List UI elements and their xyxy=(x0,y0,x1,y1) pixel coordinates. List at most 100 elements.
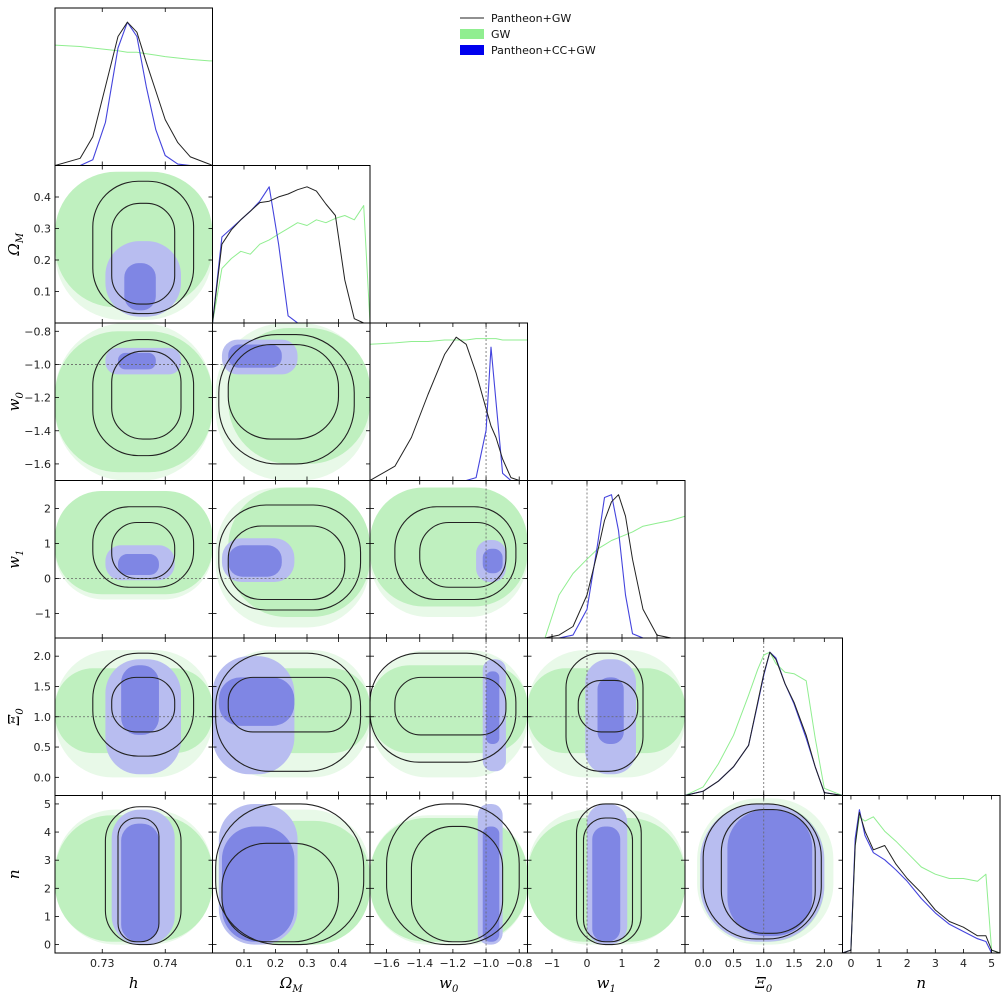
pgw-95-contour xyxy=(92,339,195,457)
pgw-95-contour xyxy=(386,803,520,946)
panel-w1-vs-om xyxy=(212,487,370,628)
x-axis-label-w0: w0 xyxy=(439,974,459,995)
x-axis-label-n: n xyxy=(916,974,926,992)
x-axis-label-xi: Ξ0 xyxy=(754,974,773,995)
marginal-w0 xyxy=(370,323,528,481)
marginal-xi xyxy=(685,638,843,796)
x-tick-label-w0: −1.0 xyxy=(473,957,500,970)
y-tick-label-w0: −1.6 xyxy=(24,458,51,471)
panel-om-vs-h xyxy=(55,171,213,320)
pgw-68-contour xyxy=(419,521,507,588)
panel-xi-vs-om xyxy=(212,650,370,778)
panel-n-vs-h xyxy=(55,806,213,946)
y-tick-label-w1: 1 xyxy=(44,538,51,551)
legend-entry-label: Pantheon+GW xyxy=(491,12,571,25)
y-axis-label-n: n xyxy=(5,869,23,879)
marginal-w0-gw-curve xyxy=(370,338,528,345)
panel-w0-vs-h xyxy=(55,323,213,481)
panel-n-vs-w1 xyxy=(527,795,685,953)
pgw-95-contour xyxy=(92,506,195,588)
pcc-68-region xyxy=(218,677,295,726)
y-tick-label-n: 0 xyxy=(44,939,51,952)
x-axis-label-sub: 1 xyxy=(609,984,615,995)
pgw-68-contour xyxy=(410,825,504,943)
x-tick-label-w1: 0 xyxy=(584,957,591,970)
panel-xi-vs-w1 xyxy=(527,638,685,796)
legend-entry-label: GW xyxy=(491,28,511,41)
y-tick-label-w0: −1.2 xyxy=(24,392,51,405)
legend-entry-label: Pantheon+CC+GW xyxy=(491,44,596,57)
pgw-95-contour xyxy=(92,180,195,315)
marginal-om-gw-curve xyxy=(212,205,370,323)
pcc-68-region xyxy=(124,263,156,311)
pcc-68-region xyxy=(482,826,500,942)
pgw-68-contour xyxy=(720,809,816,934)
marginal-n-pcc-curve xyxy=(842,809,1000,953)
y-tick-label-w1: −1 xyxy=(35,608,51,621)
legend-swatch-fill xyxy=(460,45,484,55)
pgw-95-contour xyxy=(370,652,517,763)
marginal-h xyxy=(55,21,213,166)
pgw-68-contour xyxy=(227,344,340,440)
gw-68-region xyxy=(370,818,528,942)
x-axis-label-sub: 0 xyxy=(452,984,459,995)
panel-frame xyxy=(527,480,686,639)
legend-swatch-fill xyxy=(460,29,484,39)
x-tick-label-n: 4 xyxy=(960,957,967,970)
y-tick-label-xi: 0.5 xyxy=(34,741,52,754)
x-tick-label-w1: 1 xyxy=(619,957,626,970)
x-tick-label-w0: −1.2 xyxy=(440,957,467,970)
pgw-95-contour xyxy=(215,803,365,946)
panel-frame xyxy=(212,165,371,324)
x-tick-label-n: 0 xyxy=(847,957,854,970)
marginal-h-gw-curve xyxy=(55,44,213,62)
pgw-95-contour xyxy=(215,652,362,772)
y-tick-label-xi: 1.5 xyxy=(34,680,52,693)
x-axis-label-om: ΩM xyxy=(279,974,303,995)
y-axis-label-sub: 0 xyxy=(15,708,26,715)
y-axis-label-sub: 0 xyxy=(15,392,26,399)
pgw-95-contour xyxy=(218,504,362,611)
panel-w0-vs-om xyxy=(212,323,370,481)
pcc-68-region xyxy=(118,554,159,575)
panel-w1-vs-h xyxy=(55,491,213,600)
y-axis-label-xi: Ξ0 xyxy=(5,708,26,727)
x-axis-label-sub: M xyxy=(291,984,303,995)
x-tick-label-om: 0.1 xyxy=(235,957,253,970)
x-tick-label-xi: 1.0 xyxy=(755,957,773,970)
pgw-95-contour xyxy=(394,506,517,601)
y-axis-label-sub: 1 xyxy=(15,550,26,556)
y-tick-label-n: 5 xyxy=(44,798,51,811)
marginal-h-pcc-curve xyxy=(55,21,213,166)
y-tick-label-n: 2 xyxy=(44,882,51,895)
y-axis-label-w0: w0 xyxy=(5,392,26,412)
pgw-95-contour xyxy=(575,803,642,946)
x-tick-label-xi: 0.5 xyxy=(725,957,743,970)
x-tick-label-w0: −1.4 xyxy=(406,957,433,970)
marginal-n xyxy=(842,809,1000,953)
pcc-68-region xyxy=(486,671,500,745)
pgw-68-contour xyxy=(111,350,182,440)
x-tick-label-n: 2 xyxy=(904,957,911,970)
x-axis-label-w1: w1 xyxy=(597,974,616,995)
pcc-68-region xyxy=(482,548,503,574)
y-tick-label-n: 3 xyxy=(44,854,51,867)
y-tick-label-om: 0.2 xyxy=(34,254,52,267)
y-tick-label-w0: −1.4 xyxy=(24,425,51,438)
pcc-68-region xyxy=(228,545,282,577)
y-axis-label-om: ΩM xyxy=(5,232,26,256)
marginal-w1-gw-curve xyxy=(527,515,685,638)
pgw-68-contour xyxy=(227,525,346,601)
y-axis-label-sub: M xyxy=(15,232,26,244)
x-tick-label-xi: 1.5 xyxy=(785,957,803,970)
marginal-om xyxy=(212,186,370,323)
pgw-95-contour xyxy=(92,652,195,757)
x-tick-label-om: 0.2 xyxy=(267,957,285,970)
x-tick-label-w0: −0.8 xyxy=(506,957,533,970)
pcc-68-region xyxy=(228,344,282,368)
pcc-68-region xyxy=(121,823,159,942)
y-tick-label-om: 0.3 xyxy=(34,223,52,236)
y-tick-label-w0: −0.8 xyxy=(24,325,51,338)
panel-xi-vs-w0 xyxy=(370,638,528,796)
